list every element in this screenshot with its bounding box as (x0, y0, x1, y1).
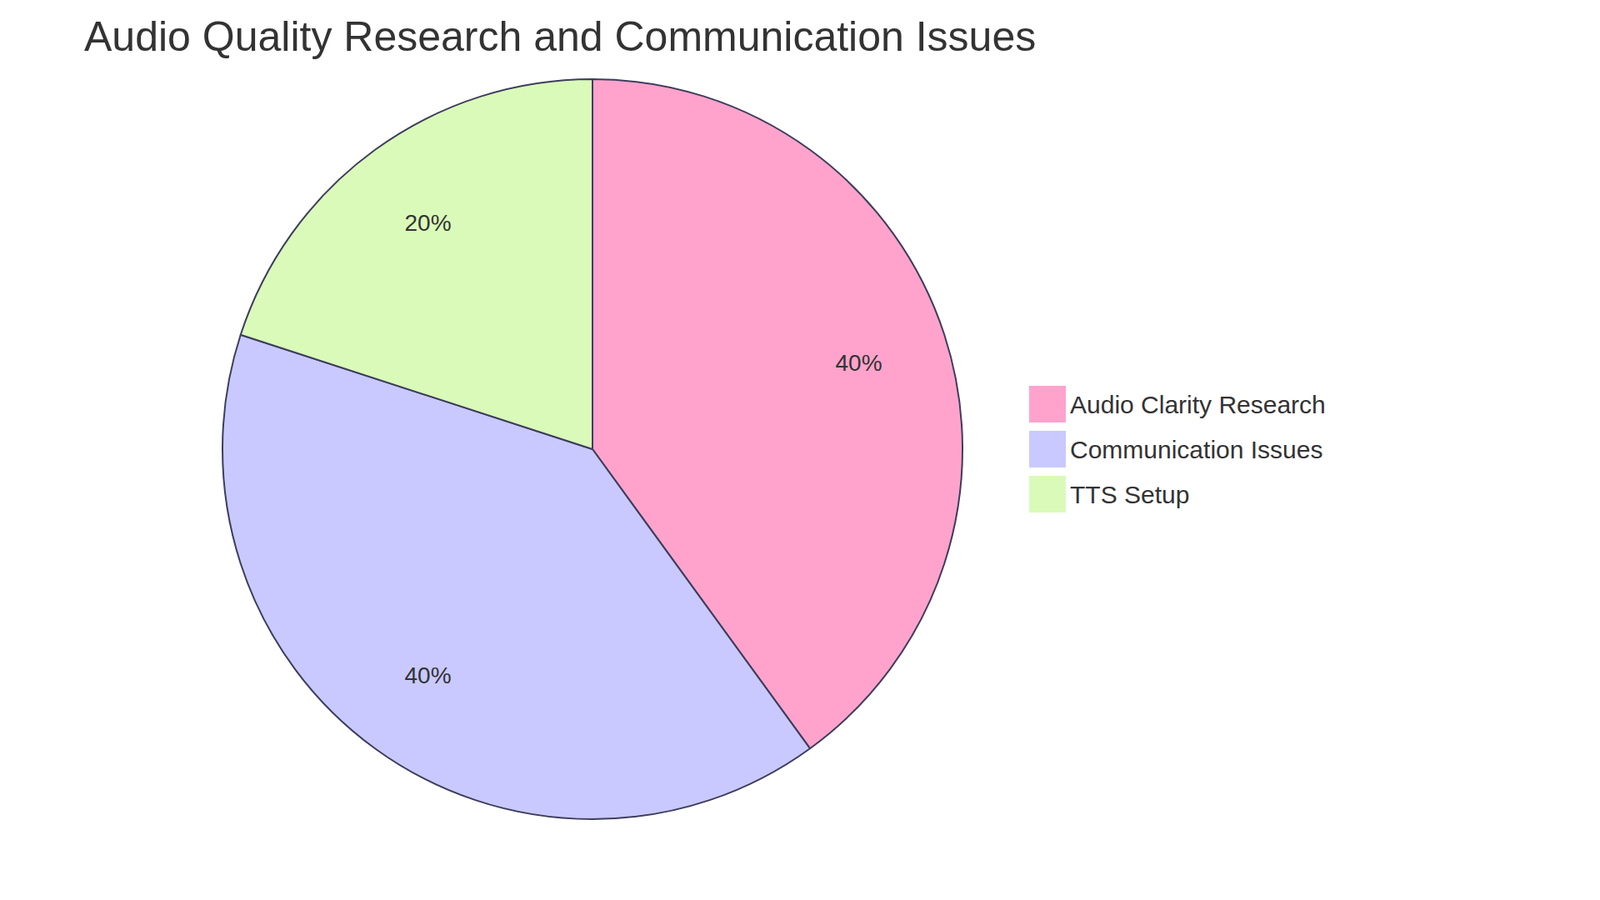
svg-text:Audio Clarity Research: Audio Clarity Research (1070, 390, 1326, 419)
svg-text:Audio Quality Research and Com: Audio Quality Research and Communication… (84, 13, 1036, 60)
svg-text:20%: 20% (404, 210, 451, 236)
svg-text:40%: 40% (404, 662, 451, 689)
svg-text:40%: 40% (835, 350, 883, 376)
svg-text:Communication Issues: Communication Issues (1070, 435, 1323, 464)
svg-text:TTS Setup: TTS Setup (1070, 480, 1190, 509)
